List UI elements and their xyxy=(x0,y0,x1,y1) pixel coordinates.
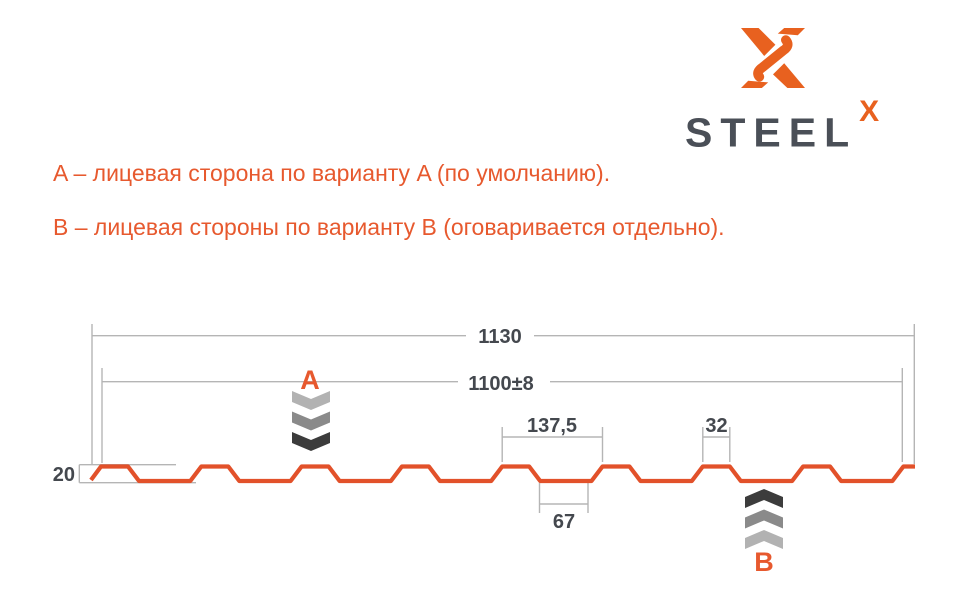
logo-arm-top-left xyxy=(741,28,776,56)
note-variant-b: B – лицевая стороны по варианту B (огова… xyxy=(53,214,725,240)
chevron-down-icon xyxy=(292,432,330,451)
logo-sup-x: X xyxy=(859,95,880,128)
chevron-up-icon xyxy=(745,489,783,508)
logo-arm-bottom-left xyxy=(741,80,769,88)
dim-working-width-label: 1100±8 xyxy=(468,373,534,395)
dim-working-width: 1100±8 xyxy=(101,368,903,463)
chevron-up-icon xyxy=(745,509,783,529)
chevron-down-icon xyxy=(292,411,330,431)
profile-cross-section xyxy=(89,464,915,484)
dim-rib-pitch: 137,5 xyxy=(501,415,604,462)
logo-s-ribbon xyxy=(753,35,793,82)
dim-overall-width-label: 1130 xyxy=(478,326,521,348)
note-variant-a: A – лицевая сторона по варианту A (по ум… xyxy=(53,160,611,186)
dim-rib-top-label: 32 xyxy=(705,415,727,437)
dim-rib-top: 32 xyxy=(702,415,731,462)
steelx-logo-icon xyxy=(741,28,805,88)
marker-b: B xyxy=(745,489,783,577)
marker-a-label: A xyxy=(300,365,320,395)
logo-wordmark: STEELX xyxy=(685,97,879,156)
logo-brand: STEEL xyxy=(685,109,858,156)
dim-overall-width: 1130 xyxy=(91,324,915,464)
logo-arm-top-right xyxy=(777,28,805,36)
logo-arm-bottom-right xyxy=(773,63,805,88)
dim-profile-height-label: 20 xyxy=(53,464,75,486)
dim-rib-bottom: 67 xyxy=(538,483,589,533)
marker-b-label: B xyxy=(754,547,774,577)
chevron-down-icon xyxy=(292,391,330,410)
dim-rib-bottom-label: 67 xyxy=(553,511,575,533)
marker-a: A xyxy=(292,365,330,451)
dim-rib-pitch-label: 137,5 xyxy=(527,415,577,437)
chevron-up-icon xyxy=(745,530,783,549)
